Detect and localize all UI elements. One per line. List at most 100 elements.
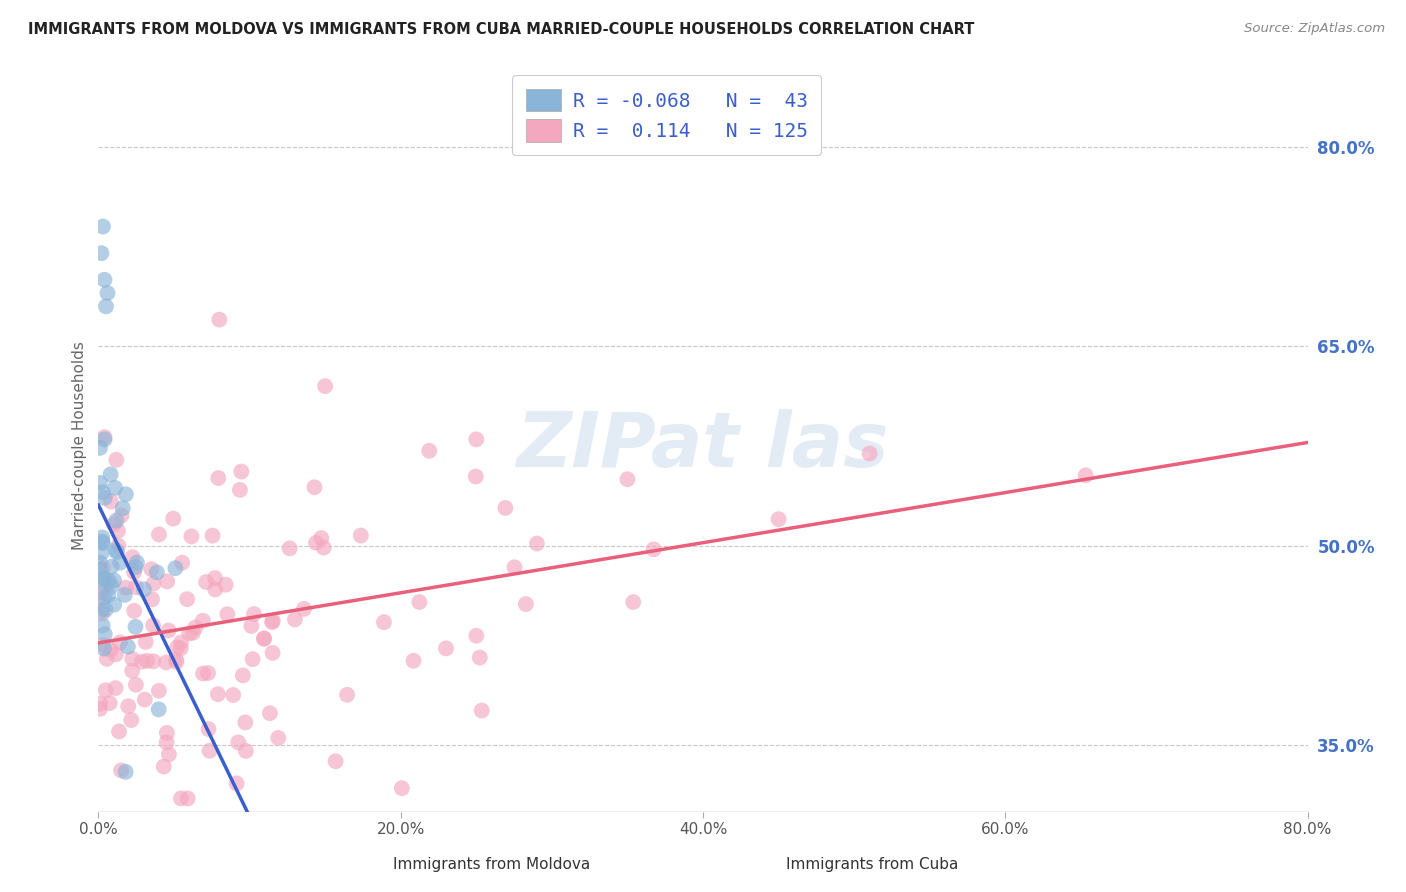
- Point: [208, 312, 231, 326]
- Point: [243, 607, 266, 621]
- Point: [858, 446, 880, 460]
- Point: [146, 566, 169, 580]
- Point: [91, 485, 114, 500]
- Point: [148, 683, 170, 698]
- Point: [225, 776, 247, 790]
- Y-axis label: Married-couple Households: Married-couple Households: [72, 342, 87, 550]
- Point: [125, 556, 148, 570]
- Point: [94, 627, 117, 641]
- Point: [131, 655, 153, 669]
- Point: [90, 546, 112, 560]
- Point: [94, 603, 117, 617]
- Point: [207, 471, 229, 485]
- Point: [148, 702, 170, 716]
- Point: [305, 536, 328, 550]
- Point: [107, 524, 129, 538]
- Point: [155, 656, 177, 670]
- Point: [100, 579, 122, 593]
- Point: [284, 612, 307, 626]
- Point: [267, 731, 290, 745]
- Point: [643, 542, 665, 557]
- Text: IMMIGRANTS FROM MOLDOVA VS IMMIGRANTS FROM CUBA MARRIED-COUPLE HOUSEHOLDS CORREL: IMMIGRANTS FROM MOLDOVA VS IMMIGRANTS FR…: [28, 22, 974, 37]
- Point: [114, 588, 136, 602]
- Point: [262, 646, 284, 660]
- Point: [132, 582, 155, 597]
- Point: [229, 483, 252, 497]
- Point: [93, 571, 115, 585]
- Point: [325, 754, 347, 768]
- Point: [217, 607, 239, 622]
- Point: [350, 528, 373, 542]
- Point: [124, 620, 146, 634]
- Point: [170, 791, 193, 805]
- Point: [111, 501, 134, 516]
- Point: [104, 481, 127, 495]
- Point: [156, 574, 179, 589]
- Point: [105, 514, 128, 528]
- Point: [278, 541, 301, 556]
- Point: [115, 487, 138, 501]
- Point: [90, 575, 112, 590]
- Point: [253, 632, 276, 646]
- Point: [142, 618, 165, 632]
- Point: [91, 638, 114, 652]
- Point: [156, 735, 179, 749]
- Point: [222, 688, 245, 702]
- Point: [152, 759, 174, 773]
- Point: [136, 654, 159, 668]
- Point: [90, 585, 112, 599]
- Point: [103, 598, 125, 612]
- Text: Immigrants from Moldova: Immigrants from Moldova: [394, 857, 591, 872]
- Point: [176, 592, 198, 607]
- Point: [292, 602, 315, 616]
- Point: [89, 562, 111, 576]
- Point: [262, 614, 284, 628]
- Point: [91, 561, 114, 575]
- Point: [170, 635, 193, 649]
- Point: [93, 430, 115, 444]
- Point: [465, 433, 488, 447]
- Point: [110, 556, 132, 570]
- Point: [402, 654, 425, 668]
- Point: [100, 643, 122, 657]
- Point: [90, 246, 112, 260]
- Point: [181, 625, 204, 640]
- Point: [157, 624, 180, 638]
- Point: [125, 580, 148, 594]
- Point: [314, 379, 336, 393]
- Point: [165, 655, 187, 669]
- Point: [204, 571, 226, 585]
- Point: [94, 299, 117, 313]
- Point: [233, 715, 256, 730]
- Point: [105, 452, 128, 467]
- Point: [103, 574, 125, 588]
- Point: [91, 531, 114, 545]
- Point: [120, 713, 142, 727]
- Point: [98, 696, 121, 710]
- Point: [253, 632, 276, 646]
- Point: [91, 534, 114, 549]
- Point: [94, 491, 117, 505]
- Point: [240, 619, 263, 633]
- Point: [91, 607, 114, 621]
- Point: [107, 539, 129, 553]
- Point: [465, 629, 488, 643]
- Point: [117, 699, 139, 714]
- Point: [1074, 468, 1097, 483]
- Point: [91, 536, 114, 550]
- Point: [162, 511, 184, 525]
- Point: [103, 517, 125, 532]
- Point: [157, 747, 180, 762]
- Point: [172, 556, 194, 570]
- Point: [89, 556, 111, 570]
- Point: [141, 562, 163, 576]
- Point: [468, 650, 491, 665]
- Text: Source: ZipAtlas.com: Source: ZipAtlas.com: [1244, 22, 1385, 36]
- Point: [494, 500, 516, 515]
- Point: [198, 744, 221, 758]
- Point: [97, 588, 120, 602]
- Point: [89, 702, 111, 716]
- Point: [142, 576, 165, 591]
- Point: [515, 597, 537, 611]
- Point: [191, 666, 214, 681]
